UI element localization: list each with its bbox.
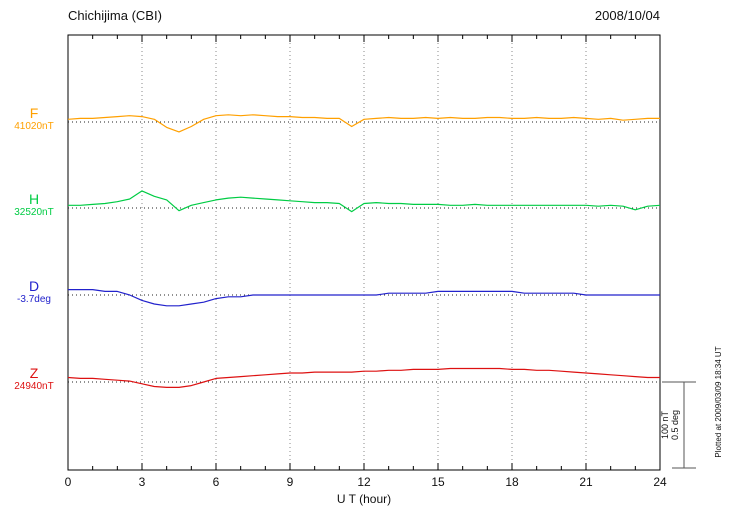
gridlines [141, 35, 587, 470]
x-tick-label: 24 [653, 475, 667, 489]
x-tick-label: 3 [139, 475, 146, 489]
series-label-d: D -3.7deg [4, 278, 64, 306]
series-label-h: H 32520nT [4, 191, 64, 219]
x-tick-label: 9 [287, 475, 294, 489]
x-axis-label: U T (hour) [337, 492, 391, 506]
x-tick-label: 21 [579, 475, 593, 489]
x-tick-label: 18 [505, 475, 519, 489]
series-name-d: D [28, 278, 40, 294]
plotted-at-note: Plotted at 2009/03/09 18:34 UT [714, 346, 723, 457]
series-reference-h: 32520nT [14, 207, 54, 219]
trace-h [68, 190, 661, 213]
x-tick-label: 12 [357, 475, 371, 489]
x-tick-label: 0 [65, 475, 72, 489]
series-label-f: F 41020nT [4, 105, 64, 133]
x-tick-label: 15 [431, 475, 445, 489]
series-label-z: Z 24940nT [4, 365, 64, 393]
series-name-z: Z [29, 365, 39, 381]
axis-ticks [67, 35, 661, 470]
x-tick-label: 6 [213, 475, 220, 489]
scale-label-nt: 100 nT [660, 410, 670, 439]
scale-bar: 100 nT 0.5 deg [660, 381, 696, 469]
series-lines [67, 114, 661, 388]
plot-date: 2008/10/04 [594, 8, 660, 23]
trace-f [67, 114, 660, 133]
series-reference-z: 24940nT [14, 381, 54, 393]
station-title: Chichijima (CBI) [68, 8, 162, 23]
trace-z [67, 367, 660, 388]
scale-label-deg: 0.5 deg [670, 410, 680, 440]
series-name-f: F [29, 105, 39, 121]
series-name-h: H [28, 191, 40, 207]
plot-frame [67, 34, 661, 471]
x-tick-labels: 0 3 6 9 12 15 18 21 24 [65, 475, 667, 489]
trace-d [68, 289, 660, 307]
series-reference-d: -3.7deg [17, 294, 51, 306]
series-reference-f: 41020nT [14, 121, 54, 133]
